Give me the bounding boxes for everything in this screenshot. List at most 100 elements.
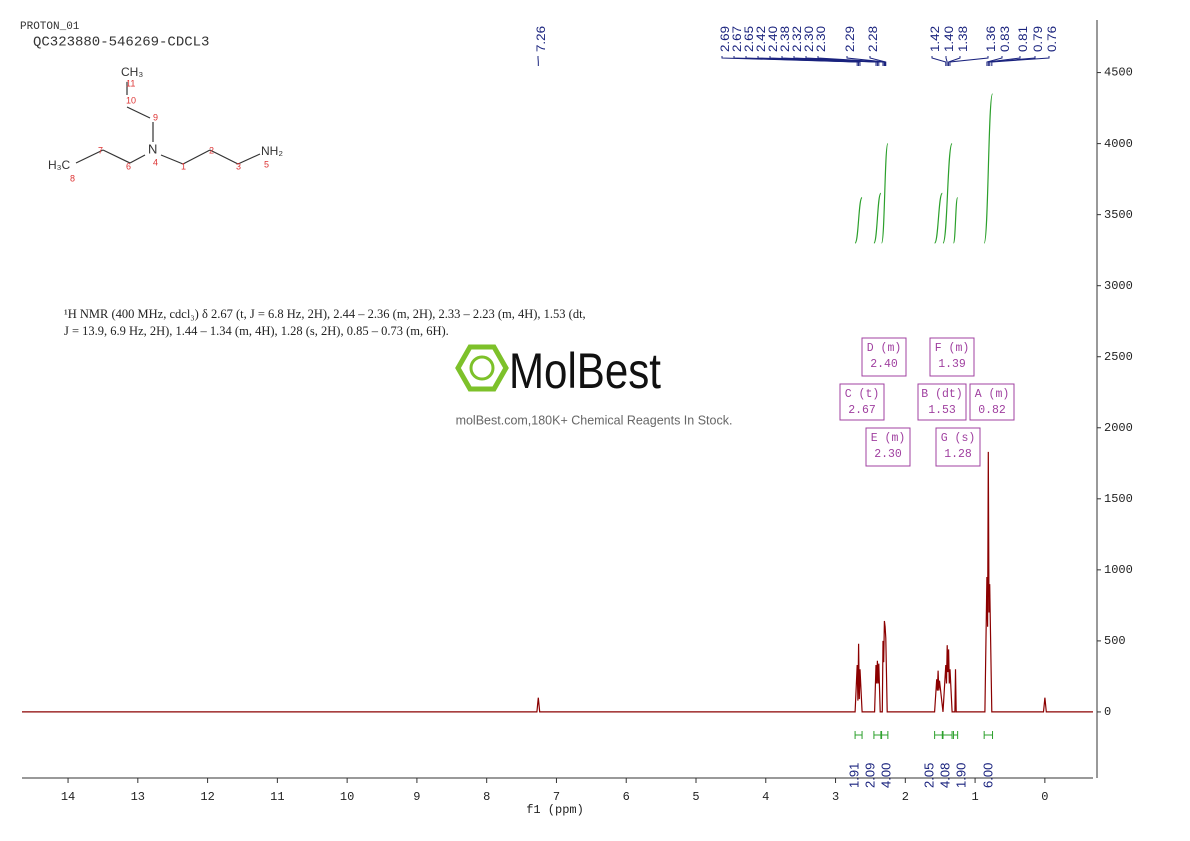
peak-leader <box>989 56 1036 66</box>
multiplet-name: G (s) <box>941 432 976 445</box>
integral-label: 4.00 <box>878 763 893 788</box>
peak-label: 2.69 <box>718 26 732 52</box>
x-tick-label: 2 <box>902 790 909 804</box>
atom-label: 8 <box>70 173 75 183</box>
peak-leader <box>817 56 885 66</box>
y-tick-label: 2000 <box>1104 421 1133 435</box>
nmr-description: ¹H NMR (400 MHz, cdcl₃) δ 2.67 (t, J = 6… <box>64 307 586 321</box>
peak-label: 2.29 <box>843 26 857 52</box>
peak-label: 0.83 <box>998 26 1012 52</box>
sample-name: QC323880-546269-CDCL3 <box>33 35 209 51</box>
peak-leader <box>869 56 887 66</box>
peak-leader <box>948 56 961 66</box>
multiplet-shift: 1.53 <box>928 404 956 417</box>
y-tick-label: 3000 <box>1104 279 1133 293</box>
atom-label: 2 <box>209 145 214 155</box>
multiplet-box <box>861 337 907 377</box>
peak-leader <box>986 56 1003 66</box>
peak-label: 2.38 <box>778 26 792 52</box>
x-tick-label: 1 <box>971 790 978 804</box>
multiplet-shift: 2.67 <box>848 404 876 417</box>
peak-label: 2.30 <box>814 26 828 52</box>
integral-curve <box>934 192 943 244</box>
integral-label: 2.05 <box>921 763 936 788</box>
multiplet-name: E (m) <box>871 432 906 445</box>
y-tick-label: 2500 <box>1104 350 1133 364</box>
y-tick-label: 4000 <box>1104 137 1133 151</box>
atom-label: 1 <box>181 161 186 171</box>
integral-curve <box>881 143 889 244</box>
watermark-brand: MolBest <box>509 343 661 399</box>
peak-label: 1.38 <box>956 26 970 52</box>
multiplet-box <box>917 383 967 421</box>
x-tick-label: 11 <box>270 790 284 804</box>
peak-label: 1.36 <box>984 26 998 52</box>
atom-label: 7 <box>98 145 103 155</box>
peak-leader <box>991 56 1050 66</box>
multiplet-shift: 2.30 <box>874 448 902 461</box>
experiment-name: PROTON_01 <box>20 21 80 33</box>
y-tick-label: 1500 <box>1104 492 1133 506</box>
multiplet-shift: 1.28 <box>944 448 972 461</box>
integral-curve <box>983 93 994 244</box>
atom-label: 5 <box>264 159 269 169</box>
atom-label: N <box>148 141 157 156</box>
atom-label: 9 <box>153 112 158 122</box>
atom-label: H₃C <box>48 158 71 172</box>
integral-label: 4.08 <box>937 763 952 788</box>
peak-label: 7.26 <box>534 26 548 52</box>
multiplet-name: C (t) <box>845 388 880 401</box>
x-tick-label: 8 <box>483 790 490 804</box>
peak-label: 2.40 <box>766 26 780 52</box>
peak-label: 2.67 <box>730 26 744 52</box>
x-tick-label: 0 <box>1041 790 1048 804</box>
integral-curve <box>942 143 953 244</box>
peak-label: 0.76 <box>1045 26 1059 52</box>
x-tick-label: 4 <box>762 790 769 804</box>
multiplet-name: F (m) <box>935 342 970 355</box>
atom-label: 6 <box>126 161 131 171</box>
peak-label: 2.32 <box>790 26 804 52</box>
peak-leader <box>949 56 989 66</box>
peak-label: 2.30 <box>802 26 816 52</box>
peak-leader <box>987 56 1021 66</box>
integral-curve <box>854 197 863 244</box>
integral-label: 1.90 <box>953 763 968 788</box>
peak-label: 0.79 <box>1031 26 1045 52</box>
peak-label: 1.40 <box>942 26 956 52</box>
multiplet-box <box>839 383 885 421</box>
atom-label: 3 <box>236 161 241 171</box>
peak-label: 2.65 <box>742 26 756 52</box>
peak-label: 2.42 <box>754 26 768 52</box>
y-tick-label: 4500 <box>1104 66 1133 80</box>
x-tick-label: 6 <box>623 790 630 804</box>
multiplet-box <box>935 427 981 467</box>
x-tick-label: 5 <box>692 790 699 804</box>
integral-label: 1.91 <box>846 763 861 788</box>
multiplet-box <box>929 337 975 377</box>
integral-label: 6.00 <box>980 763 995 788</box>
watermark-tagline: molBest.com,180K+ Chemical Reagents In S… <box>456 413 733 427</box>
x-axis-title: f1 (ppm) <box>526 803 584 817</box>
multiplet-box <box>865 427 911 467</box>
multiplet-shift: 0.82 <box>978 404 1006 417</box>
atom-label: 4 <box>153 157 158 167</box>
x-tick-label: 10 <box>340 790 354 804</box>
y-tick-label: 1000 <box>1104 563 1133 577</box>
integral-curve <box>952 197 959 244</box>
nmr-description: J = 13.9, 6.9 Hz, 2H), 1.44 – 1.34 (m, 4… <box>64 324 449 338</box>
peak-leader <box>846 56 886 66</box>
x-tick-label: 7 <box>553 790 560 804</box>
peak-label: 1.42 <box>928 26 942 52</box>
peak-label: 2.28 <box>866 26 880 52</box>
atom-label: CH₃ <box>121 65 143 79</box>
x-tick-label: 14 <box>61 790 75 804</box>
spectrum <box>22 451 1093 713</box>
peak-leader <box>945 56 948 66</box>
x-tick-label: 13 <box>131 790 145 804</box>
integral-label: 2.09 <box>862 763 877 788</box>
multiplet-shift: 1.39 <box>938 358 966 371</box>
multiplet-name: A (m) <box>975 388 1010 401</box>
integral-curve <box>873 192 882 244</box>
